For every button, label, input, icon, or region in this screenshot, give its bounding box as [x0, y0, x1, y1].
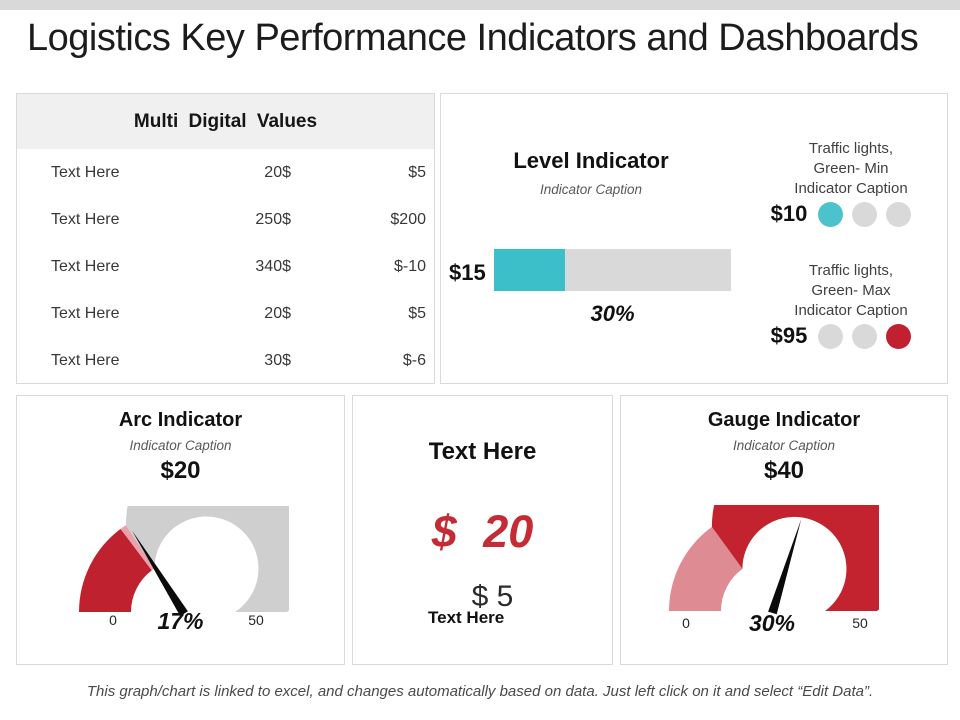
level-indicator-heading: Level Indicator Indicator Caption [441, 148, 741, 198]
table-cell: $5 [408, 304, 426, 322]
gauge-indicator-title: Gauge Indicator [707, 409, 861, 431]
multi-digital-values-panel: Multi Digital Values Text Here 20$ $5 Text … [16, 93, 435, 384]
traffic-min-caption-line: Traffic lights, [808, 140, 894, 157]
gauge-svg [79, 506, 289, 617]
traffic-light-circle [852, 323, 878, 349]
table-row: Text Here 30$ $-6 [17, 337, 434, 384]
table-row: Text Here 20$ $5 [17, 290, 434, 337]
arc-indicator-title: Arc Indicator [118, 409, 243, 431]
arc-indicator-panel: Arc Indicator Indicator Caption $20 0 50… [16, 395, 345, 665]
arc-value-label: $20 [160, 457, 201, 484]
gauge-value-label: $40 [763, 457, 805, 484]
gauge-segment [79, 528, 152, 612]
level-bar-track [494, 249, 731, 291]
table-cell: 340$ [255, 257, 291, 275]
gauge-needle [132, 530, 188, 617]
traffic-lights-max-group: Traffic lights, Green- Max Indicator Cap… [755, 261, 947, 349]
gauge-indicator-panel: Gauge Indicator Indicator Caption $40 0 … [620, 395, 948, 665]
table-row: Text Here 20$ $5 [17, 149, 434, 196]
table-cell: $5 [408, 163, 426, 181]
traffic-max-row: $95 [755, 323, 927, 349]
level-bar-fill [494, 249, 566, 291]
traffic-light-circle [818, 323, 844, 349]
table-cell: Text Here [51, 351, 120, 369]
table-row: Text Here 340$ $-10 [17, 243, 434, 290]
table-row: Text Here 250$ $200 [17, 196, 434, 243]
traffic-light-circle [818, 201, 844, 227]
slide-footer-note: This graph/chart is linked to excel, and… [86, 683, 874, 700]
level-indicator-caption: Indicator Caption [539, 182, 643, 197]
gauge-segment [125, 506, 289, 612]
traffic-min-value: $10 [770, 201, 808, 226]
table-cell: Text Here [51, 163, 120, 181]
traffic-min-caption-line: Indicator Caption [794, 180, 908, 197]
traffic-min-caption-line: Green- Min [813, 160, 889, 177]
gauge-gauge [667, 505, 879, 617]
kpi-primary-value: $ 20 [431, 506, 534, 557]
level-indicator-title: Level Indicator [513, 148, 669, 173]
level-percent-label: 30% [590, 301, 635, 326]
traffic-light-circle [852, 201, 878, 227]
kpi-title: Text Here [428, 438, 537, 465]
gauge-percent-label: 30% [748, 610, 796, 636]
traffic-max-value: $95 [770, 323, 808, 348]
arc-percent-label: 17% [157, 608, 204, 634]
level-value-label: $15 [449, 260, 486, 285]
traffic-max-caption-line: Indicator Caption [794, 302, 908, 319]
table-cell: Text Here [51, 304, 120, 322]
table-title: Multi Digital Values [17, 94, 434, 149]
kpi-secondary-value: $ 5 [471, 580, 514, 613]
arc-gauge [77, 506, 289, 618]
table-cell: $-6 [402, 351, 426, 369]
arc-axis-min: 0 [109, 612, 117, 628]
table-cell: 30$ [264, 351, 291, 369]
level-indicator-panel: Level Indicator Indicator Caption $15 30… [440, 93, 948, 384]
traffic-max-lights [818, 323, 912, 349]
table-cell: $200 [390, 210, 426, 228]
gauge-axis-min: 0 [682, 615, 690, 631]
table-body: Text Here 20$ $5 Text Here 250$ $200 Text Here… [17, 149, 434, 384]
slide-title: Logistics Key Performance Indicators and… [27, 17, 919, 59]
gauge-needle [768, 519, 802, 615]
gauge-segment [120, 525, 155, 571]
kpi-footnote: Text Here [428, 608, 505, 627]
top-accent-strip [0, 0, 960, 10]
kpi-value-panel: Text Here $ 20 $ 5 Text Here [352, 395, 613, 665]
traffic-light-circle [886, 201, 912, 227]
gauge-indicator-caption: Indicator Caption [732, 438, 836, 453]
gauge-axis-max: 50 [852, 615, 868, 631]
gauge-segment [669, 526, 743, 611]
table-cell: $-10 [393, 257, 426, 275]
gauge-segment [711, 505, 879, 611]
table-cell: Text Here [51, 210, 120, 228]
gauge-svg [669, 505, 879, 615]
traffic-max-caption-line: Green- Max [811, 282, 891, 299]
arc-axis-max: 50 [248, 612, 264, 628]
traffic-max-caption-line: Traffic lights, [808, 262, 894, 279]
traffic-light-circle [886, 323, 912, 349]
table-cell: 250$ [255, 210, 291, 228]
table-cell: 20$ [264, 163, 291, 181]
table-cell: 20$ [264, 304, 291, 322]
traffic-min-row: $10 [755, 201, 927, 227]
traffic-lights-min-group: Traffic lights, Green- Min Indicator Cap… [755, 139, 947, 227]
traffic-min-lights [818, 201, 912, 227]
table-cell: Text Here [51, 257, 120, 275]
arc-indicator-caption: Indicator Caption [129, 438, 232, 453]
